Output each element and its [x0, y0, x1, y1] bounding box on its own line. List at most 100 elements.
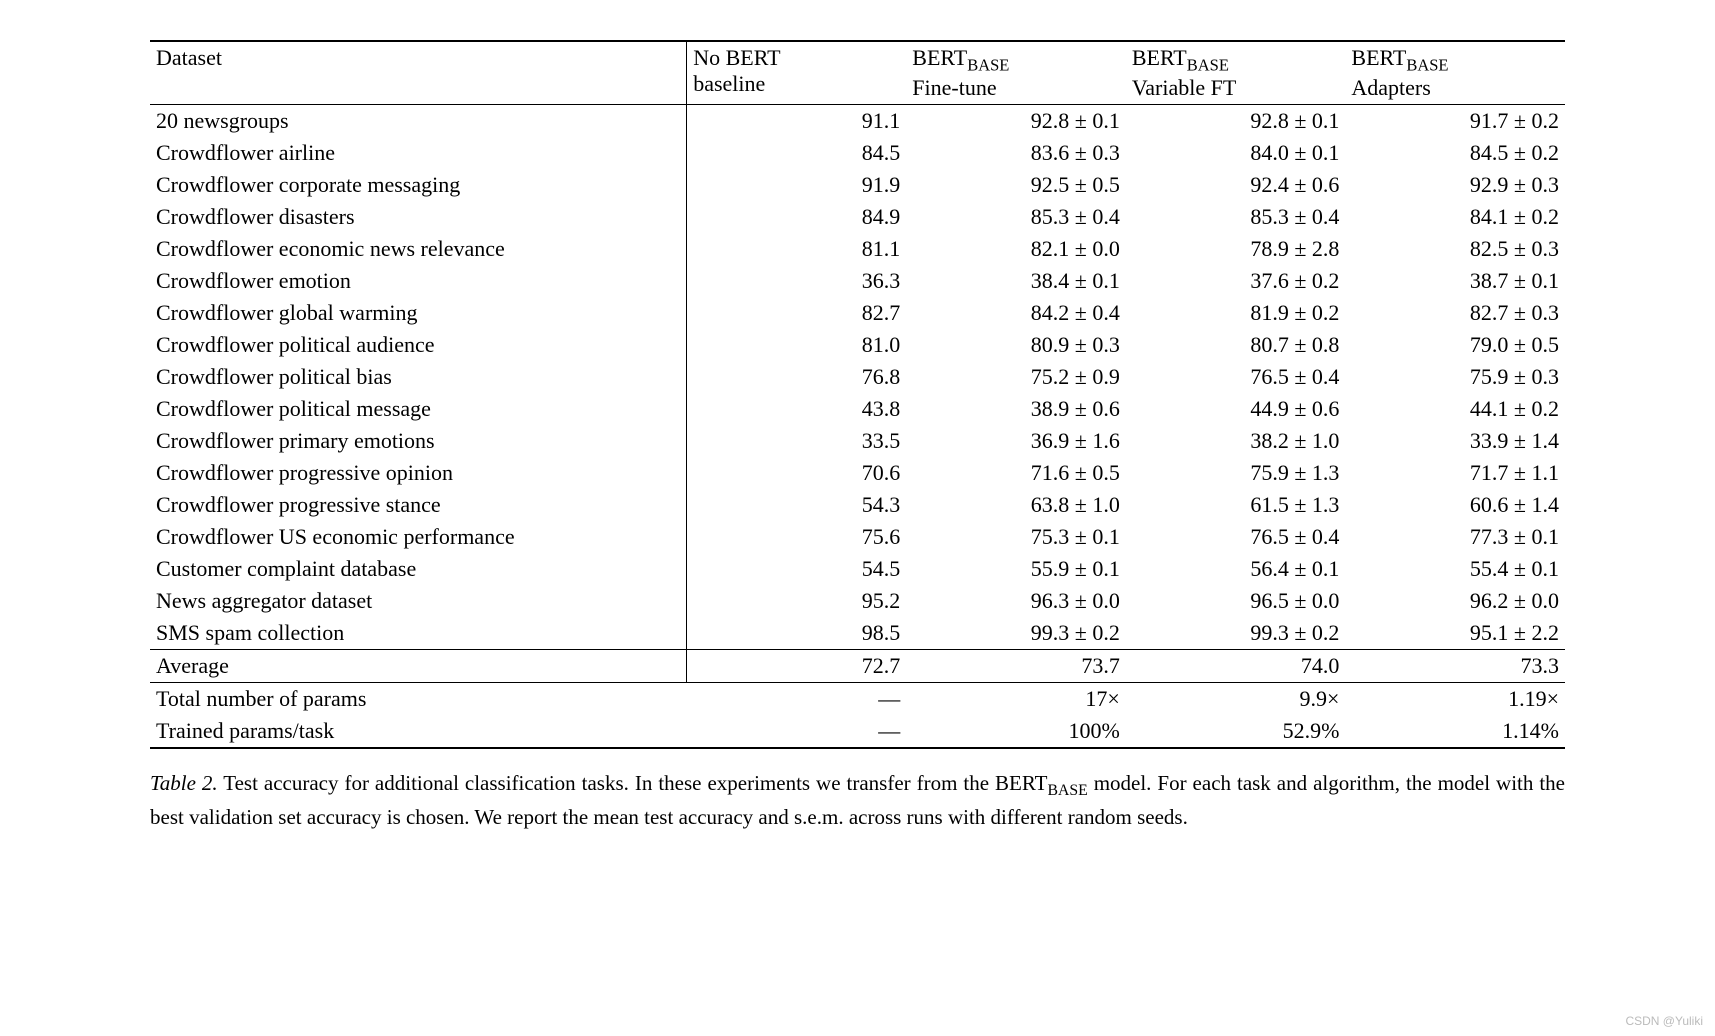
average-label: Average	[150, 650, 687, 683]
table-row-c4: 33.9 ± 1.4	[1345, 425, 1565, 457]
footer-row-name: Trained params/task	[150, 715, 687, 748]
footer-row-c2: 17×	[906, 683, 1126, 716]
header-col3: BERTBASE Variable FT	[1126, 41, 1346, 105]
table-row-c2: 36.9 ± 1.6	[906, 425, 1126, 457]
table-row-c3: 56.4 ± 0.1	[1126, 553, 1346, 585]
table-row-c3: 76.5 ± 0.4	[1126, 521, 1346, 553]
table-row-c3: 44.9 ± 0.6	[1126, 393, 1346, 425]
hdr-c3-l1s: BASE	[1187, 55, 1229, 74]
table-row-name: Crowdflower progressive stance	[150, 489, 687, 521]
footer-row-c3: 52.9%	[1126, 715, 1346, 748]
table-row-c1: 70.6	[687, 457, 907, 489]
table-row-c1: 95.2	[687, 585, 907, 617]
hdr-c2-l2: Fine-tune	[912, 75, 996, 100]
table-row-name: Crowdflower economic news relevance	[150, 233, 687, 265]
hdr-c4-l2: Adapters	[1351, 75, 1430, 100]
footer-row-c1: —	[687, 715, 907, 748]
table-row-name: Crowdflower primary emotions	[150, 425, 687, 457]
header-col4: BERTBASE Adapters	[1345, 41, 1565, 105]
table-row-c4: 92.9 ± 0.3	[1345, 169, 1565, 201]
results-table: Dataset No BERT baseline BERTBASE Fine-t…	[150, 40, 1565, 749]
table-row-c3: 81.9 ± 0.2	[1126, 297, 1346, 329]
table-row-c3: 38.2 ± 1.0	[1126, 425, 1346, 457]
table-row-c4: 71.7 ± 1.1	[1345, 457, 1565, 489]
average-c1: 72.7	[687, 650, 907, 683]
table-row-c2: 92.8 ± 0.1	[906, 105, 1126, 138]
footer-row-c4: 1.19×	[1345, 683, 1565, 716]
hdr-c1-l2: baseline	[693, 71, 765, 96]
table-row-c4: 91.7 ± 0.2	[1345, 105, 1565, 138]
table-row-c4: 60.6 ± 1.4	[1345, 489, 1565, 521]
footer-row-name: Total number of params	[150, 683, 687, 716]
footer-row-c1: —	[687, 683, 907, 716]
table-row-c4: 55.4 ± 0.1	[1345, 553, 1565, 585]
table-row-name: Crowdflower progressive opinion	[150, 457, 687, 489]
header-col1: No BERT baseline	[687, 41, 907, 105]
table-row-c4: 44.1 ± 0.2	[1345, 393, 1565, 425]
table-row-c2: 92.5 ± 0.5	[906, 169, 1126, 201]
table-row-c4: 77.3 ± 0.1	[1345, 521, 1565, 553]
table-row-c1: 84.5	[687, 137, 907, 169]
caption-text-1: Test accuracy for additional classificat…	[218, 771, 1048, 795]
average-c4: 73.3	[1345, 650, 1565, 683]
header-col2: BERTBASE Fine-tune	[906, 41, 1126, 105]
table-row-c1: 54.3	[687, 489, 907, 521]
table-row-c2: 80.9 ± 0.3	[906, 329, 1126, 361]
table-row-c2: 85.3 ± 0.4	[906, 201, 1126, 233]
watermark: CSDN @Yuliki	[1625, 1014, 1703, 1028]
average-c2: 73.7	[906, 650, 1126, 683]
table-row-c3: 61.5 ± 1.3	[1126, 489, 1346, 521]
table-row-c1: 91.9	[687, 169, 907, 201]
table-row-c2: 71.6 ± 0.5	[906, 457, 1126, 489]
hdr-c1-l1: No BERT	[693, 45, 780, 70]
table-row-c1: 54.5	[687, 553, 907, 585]
table-row-name: News aggregator dataset	[150, 585, 687, 617]
hdr-c3-l2: Variable FT	[1132, 75, 1236, 100]
table-row-c3: 92.4 ± 0.6	[1126, 169, 1346, 201]
table-row-c1: 82.7	[687, 297, 907, 329]
table-row-c1: 81.1	[687, 233, 907, 265]
table-row-name: Crowdflower corporate messaging	[150, 169, 687, 201]
table-row-c1: 76.8	[687, 361, 907, 393]
table-row-c1: 43.8	[687, 393, 907, 425]
table-row-c3: 85.3 ± 0.4	[1126, 201, 1346, 233]
table-row-name: Crowdflower airline	[150, 137, 687, 169]
table-row-c2: 38.9 ± 0.6	[906, 393, 1126, 425]
table-row-c3: 75.9 ± 1.3	[1126, 457, 1346, 489]
table-row-name: SMS spam collection	[150, 617, 687, 650]
table-row-c2: 75.2 ± 0.9	[906, 361, 1126, 393]
table-row-c1: 36.3	[687, 265, 907, 297]
table-caption: Table 2. Test accuracy for additional cl…	[150, 769, 1565, 832]
table-row-c3: 92.8 ± 0.1	[1126, 105, 1346, 138]
header-dataset: Dataset	[150, 41, 687, 105]
table-row-c2: 82.1 ± 0.0	[906, 233, 1126, 265]
table-row-c4: 38.7 ± 0.1	[1345, 265, 1565, 297]
footer-row-c4: 1.14%	[1345, 715, 1565, 748]
table-row-c1: 91.1	[687, 105, 907, 138]
table-row-c2: 63.8 ± 1.0	[906, 489, 1126, 521]
table-row-c1: 98.5	[687, 617, 907, 650]
table-row-name: Crowdflower emotion	[150, 265, 687, 297]
hdr-c2-l1s: BASE	[967, 55, 1009, 74]
hdr-c4-l1s: BASE	[1406, 55, 1448, 74]
table-row-name: Crowdflower global warming	[150, 297, 687, 329]
footer-row-c2: 100%	[906, 715, 1126, 748]
caption-sub: BASE	[1047, 783, 1087, 800]
table-row-c4: 84.5 ± 0.2	[1345, 137, 1565, 169]
table-row-c2: 99.3 ± 0.2	[906, 617, 1126, 650]
table-row-c4: 75.9 ± 0.3	[1345, 361, 1565, 393]
table-row-name: Crowdflower US economic performance	[150, 521, 687, 553]
table-row-c3: 37.6 ± 0.2	[1126, 265, 1346, 297]
average-c3: 74.0	[1126, 650, 1346, 683]
table-row-c4: 82.7 ± 0.3	[1345, 297, 1565, 329]
table-row-c1: 81.0	[687, 329, 907, 361]
table-row-c1: 75.6	[687, 521, 907, 553]
table-row-c2: 96.3 ± 0.0	[906, 585, 1126, 617]
hdr-c4-l1p: BERT	[1351, 45, 1406, 70]
table-row-c1: 84.9	[687, 201, 907, 233]
table-row-name: 20 newsgroups	[150, 105, 687, 138]
table-row-c4: 96.2 ± 0.0	[1345, 585, 1565, 617]
table-row-name: Crowdflower political message	[150, 393, 687, 425]
table-row-c2: 38.4 ± 0.1	[906, 265, 1126, 297]
table-row-c3: 78.9 ± 2.8	[1126, 233, 1346, 265]
